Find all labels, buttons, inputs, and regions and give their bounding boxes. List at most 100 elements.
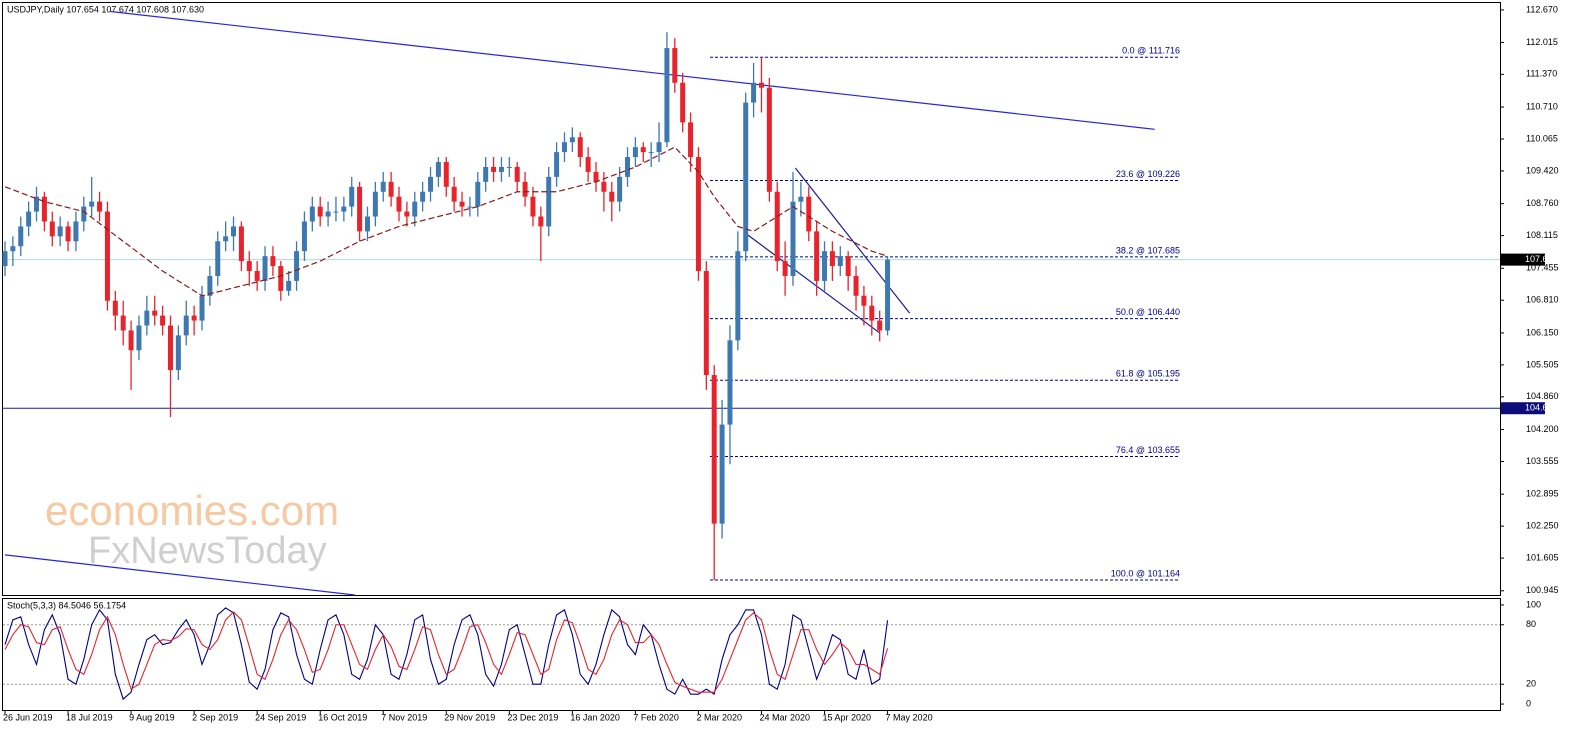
price-label-box: [1501, 253, 1545, 266]
candle-body: [199, 295, 205, 321]
candle-body: [790, 201, 796, 276]
y-tick-label: 108.115: [1526, 230, 1558, 240]
candle-body: [333, 211, 339, 213]
x-tick-label: 7 May 2020: [886, 712, 933, 722]
candle-body: [538, 216, 544, 227]
candle-body: [727, 340, 733, 425]
candle-body: [128, 330, 134, 351]
chart-title: USDJPY,Daily 107.654 107.674 107.608 107…: [7, 4, 204, 14]
candle-body: [246, 261, 252, 272]
y-tick-label: 110.710: [1526, 101, 1558, 111]
candle-body: [262, 256, 268, 281]
x-tick-label: 16 Oct 2019: [318, 712, 367, 722]
y-tick-label: 110.065: [1526, 133, 1558, 143]
price-label: 104.630: [1525, 403, 1558, 413]
y-tick-label: 108.760: [1526, 198, 1559, 208]
x-tick-label: 7 Feb 2020: [633, 712, 679, 722]
candle-body: [341, 206, 347, 212]
fib-label: 76.4 @ 103.655: [1116, 445, 1180, 455]
candle-body: [404, 211, 410, 217]
candle-body: [837, 256, 843, 267]
candle-body: [640, 147, 646, 153]
candle-body: [766, 87, 772, 192]
candle-body: [238, 226, 244, 262]
candle-body: [41, 196, 47, 222]
candle-body: [396, 196, 402, 212]
stoch-line: [4, 607, 889, 701]
y-tick-label: 100.945: [1526, 585, 1559, 595]
price-label-box: [1501, 402, 1545, 415]
fib-label: 61.8 @ 105.195: [1116, 369, 1180, 379]
candle-body: [231, 226, 237, 237]
candle-body: [522, 181, 528, 197]
candle-body: [869, 305, 875, 321]
candle-body: [877, 320, 883, 331]
candle-body: [829, 251, 835, 267]
y-tick-label: 111.370: [1526, 69, 1557, 79]
y-tick-label: 101.605: [1526, 552, 1559, 562]
y-tick-label: 105.505: [1526, 359, 1559, 369]
candle-body: [104, 211, 110, 301]
candle-body: [514, 166, 520, 182]
stoch-panel: [2, 598, 1501, 711]
candle-body: [270, 256, 276, 267]
candle-body: [215, 241, 221, 276]
watermark-text: economies.com: [45, 487, 339, 534]
candle-body: [656, 142, 662, 153]
y-tick-label: 112.015: [1526, 37, 1558, 47]
candle-body: [167, 325, 173, 371]
candle-body: [309, 206, 315, 222]
fib-label: 0.0 @ 111.716: [1122, 46, 1180, 56]
stoch-tick-label: 80: [1526, 619, 1536, 629]
candle-body: [664, 48, 670, 143]
x-tick-label: 24 Sep 2019: [255, 712, 306, 722]
candle-body: [388, 181, 394, 197]
stoch-title: Stoch(5,3,3) 84.5046 56.1754: [7, 600, 126, 610]
candle-body: [254, 271, 260, 281]
candle-body: [57, 226, 63, 237]
x-tick-label: 2 Sep 2019: [192, 712, 238, 722]
fib-label: 23.6 @ 109.226: [1116, 169, 1180, 179]
main-panel: [2, 2, 1501, 596]
x-tick-label: 18 Jul 2019: [66, 712, 113, 722]
candle-body: [49, 221, 55, 237]
x-tick-label: 29 Nov 2019: [444, 712, 495, 722]
watermark-text: FxNewsToday: [88, 530, 327, 572]
candle-body: [412, 201, 418, 217]
trendline: [794, 167, 911, 314]
candle-body: [751, 82, 757, 103]
candle-body: [459, 201, 465, 207]
candle-body: [152, 310, 158, 316]
candle-body: [569, 137, 575, 143]
candle-body: [97, 201, 103, 212]
candle-body: [711, 375, 717, 524]
candle-body: [885, 259, 891, 331]
x-tick-label: 7 Nov 2019: [381, 712, 427, 722]
stoch-tick-label: 20: [1526, 679, 1536, 689]
candle-body: [372, 191, 378, 217]
candle-body: [160, 315, 166, 326]
fib-label: 50.0 @ 106.440: [1116, 307, 1180, 317]
candle-body: [278, 266, 284, 291]
candle-body: [806, 196, 812, 232]
candle-body: [325, 211, 331, 217]
candle-body: [294, 251, 300, 281]
candle-body: [593, 171, 599, 182]
candle-body: [743, 102, 749, 252]
candle-body: [561, 142, 567, 153]
candle-body: [451, 186, 457, 202]
candle-body: [617, 176, 623, 202]
candle-body: [632, 147, 638, 158]
candle-body: [672, 48, 678, 83]
y-tick-label: 103.555: [1526, 456, 1559, 466]
candle-body: [120, 315, 126, 331]
candle-body: [688, 122, 694, 158]
candle-body: [554, 152, 560, 177]
candle-body: [601, 181, 607, 192]
candle-body: [530, 196, 536, 217]
candle-body: [491, 166, 497, 172]
candle-body: [861, 295, 867, 306]
candle-body: [774, 191, 780, 262]
candle-body: [435, 162, 441, 177]
